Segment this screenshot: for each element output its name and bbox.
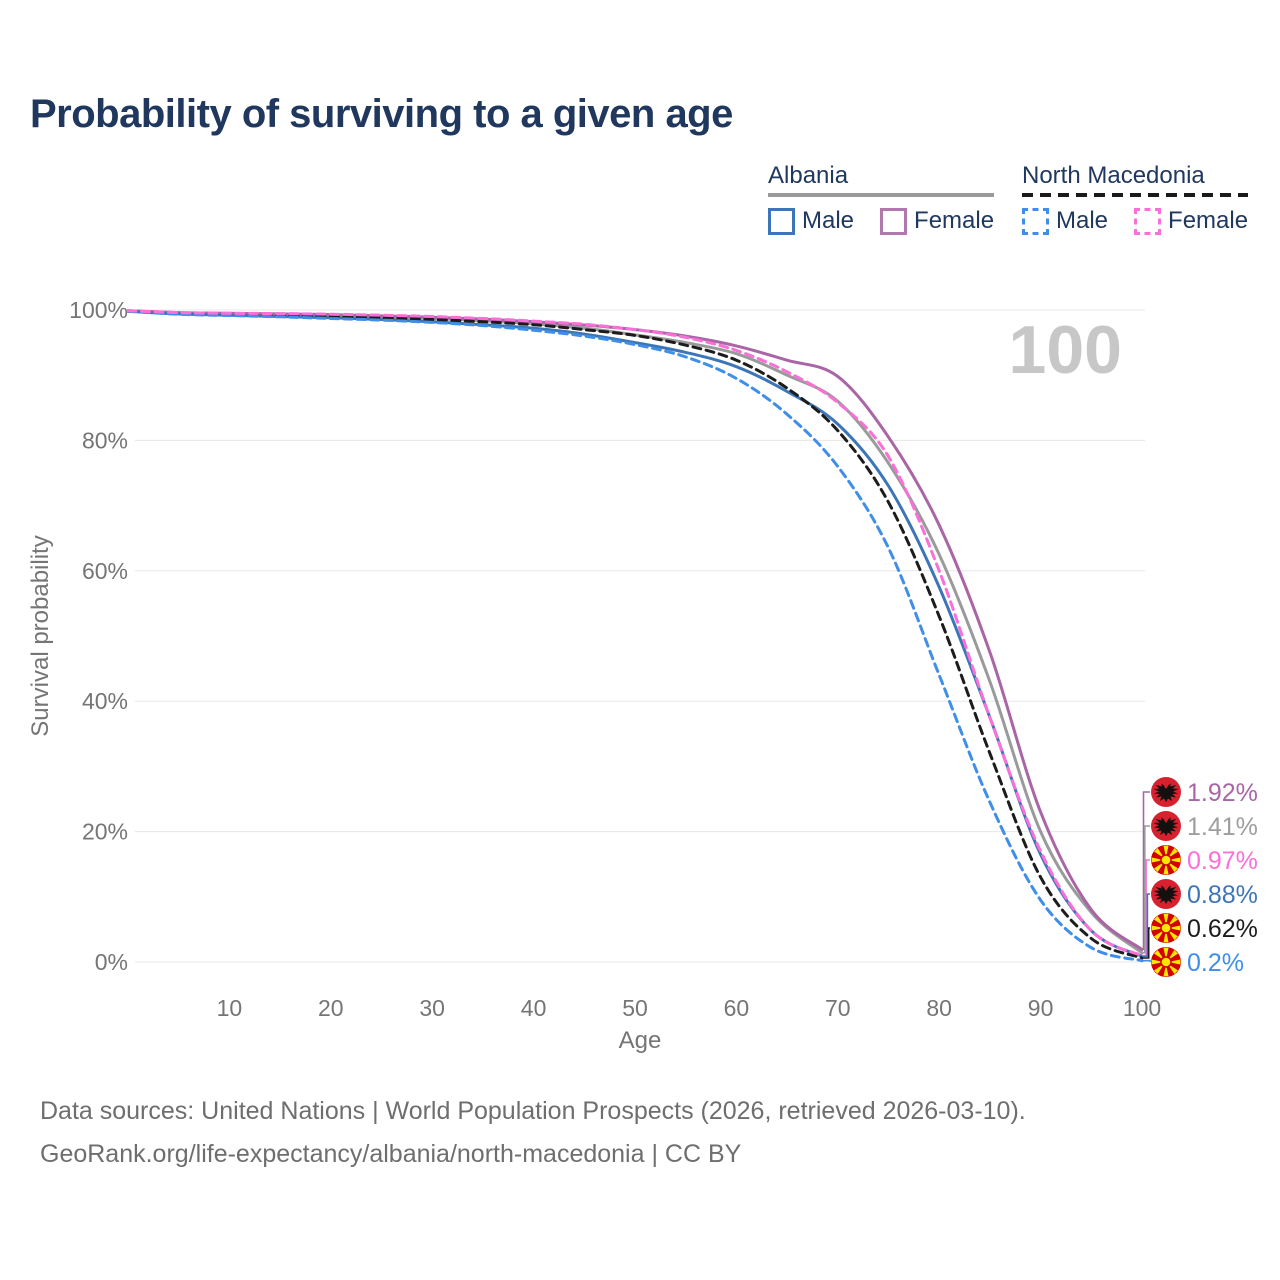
x-tick-label: 20 — [318, 995, 344, 1021]
legend-item-north-macedonia-male[interactable]: Male — [1022, 207, 1108, 235]
north-macedonia-male-swatch-icon — [1022, 207, 1049, 235]
sun-ray — [1163, 865, 1169, 875]
x-tick-label: 30 — [419, 995, 445, 1021]
sun-ray — [1151, 959, 1161, 965]
survival-curve-north-macedonia-female — [126, 309, 1144, 958]
legend-linestyle-north-macedonia — [1022, 193, 1249, 197]
legend-group-albania: Albania Male Female — [768, 162, 995, 235]
albania-flag-icon — [1151, 777, 1181, 807]
footer-data-sources: Data sources: United Nations | World Pop… — [40, 1097, 1026, 1125]
gridlines: 100% 80% 60% 40% 20% 0% 10 20 30 40 50 60 70 80 90 100 — [69, 297, 1161, 1021]
sun-ray — [1163, 913, 1169, 923]
sun-ray — [1154, 863, 1163, 872]
sun-ray — [1171, 925, 1181, 931]
footer: Data sources: United Nations | World Pop… — [40, 1090, 1026, 1176]
sun-ray — [1151, 857, 1161, 863]
survival-curves — [126, 309, 1144, 963]
sun-ray — [1154, 916, 1163, 925]
x-tick-label: 70 — [825, 995, 851, 1021]
north-macedonia-flag-icon — [1151, 845, 1181, 875]
end-connector-north-macedonia-both — [1142, 927, 1150, 959]
end-value-label-north-macedonia-female: 0.97% — [1187, 847, 1258, 875]
albanian-eagle — [1153, 817, 1179, 836]
sun-ray — [1169, 848, 1178, 857]
legend-linestyle-albania — [768, 193, 995, 197]
north-macedonia-female-swatch-icon — [1134, 207, 1162, 235]
x-tick-label: 60 — [724, 995, 750, 1021]
north-macedonia-flag-icon — [1151, 913, 1181, 943]
y-axis-title: Survival probability — [27, 535, 54, 736]
age-indicator-watermark: 100 — [1009, 312, 1122, 388]
end-connector-albania-female — [1142, 791, 1150, 951]
end-value-label-albania-male: 0.88% — [1187, 881, 1258, 909]
x-tick-label: 90 — [1028, 995, 1054, 1021]
sun-ray — [1163, 933, 1169, 943]
sun-ray — [1169, 863, 1178, 872]
sun-center — [1161, 923, 1171, 933]
sun-ray — [1154, 950, 1163, 959]
albania-female-swatch-icon — [880, 207, 908, 235]
y-tick-label: 20% — [82, 819, 128, 845]
legend-label-north-macedonia-male: Male — [1056, 207, 1109, 234]
legend-group-north-macedonia: North Macedonia Male Female — [1022, 162, 1249, 235]
north-macedonia-flag-icon — [1151, 947, 1181, 977]
legend-label-albania-male: Male — [802, 207, 855, 234]
legend-label-albania-female: Female — [914, 207, 995, 234]
sun-ray — [1163, 947, 1169, 957]
x-tick-label: 40 — [521, 995, 547, 1021]
sun-ray — [1154, 848, 1163, 857]
sun-ray — [1171, 857, 1181, 863]
page-title: Probability of surviving to a given age — [30, 92, 733, 136]
survival-curve-albania-both — [126, 309, 1144, 955]
end-value-label-albania-both: 1.41% — [1187, 813, 1258, 841]
sun-center — [1161, 957, 1171, 967]
y-tick-label: 80% — [82, 427, 128, 453]
sun-ray — [1171, 959, 1181, 965]
end-connector-albania-both — [1142, 825, 1150, 954]
x-axis-title: Age — [619, 1027, 662, 1054]
end-value-label-north-macedonia-both: 0.62% — [1187, 915, 1258, 943]
legend-title-north-macedonia[interactable]: North Macedonia — [1022, 162, 1205, 189]
legend-item-north-macedonia-female[interactable]: Female — [1134, 207, 1248, 235]
y-tick-label: 100% — [69, 297, 128, 323]
survival-curve-albania-male — [126, 309, 1144, 958]
sun-ray — [1169, 950, 1178, 959]
x-tick-label: 100 — [1123, 995, 1161, 1021]
legend-title-albania[interactable]: Albania — [768, 162, 849, 189]
end-value-label-albania-female: 1.92% — [1187, 779, 1258, 807]
albania-male-swatch-icon — [768, 207, 795, 235]
survival-curve-north-macedonia-male — [126, 309, 1144, 963]
sun-ray — [1169, 931, 1178, 940]
sun-ray — [1154, 965, 1163, 974]
sun-ray — [1154, 931, 1163, 940]
y-tick-label: 60% — [82, 558, 128, 584]
x-tick-label: 10 — [217, 995, 243, 1021]
x-tick-label: 80 — [926, 995, 952, 1021]
end-connector-albania-male — [1142, 893, 1150, 958]
legend-label-north-macedonia-female: Female — [1168, 207, 1249, 234]
legend-item-albania-male[interactable]: Male — [768, 207, 854, 235]
sun-ray — [1151, 925, 1161, 931]
legend-item-albania-female[interactable]: Female — [880, 207, 994, 235]
albanian-eagle — [1153, 885, 1179, 904]
albania-flag-icon — [1151, 879, 1181, 909]
end-value-annotations: 1.92% 1.41% 0.97% 0.88% 0.62% 0.2% — [1142, 777, 1258, 977]
albanian-eagle — [1153, 783, 1179, 802]
survival-curve-north-macedonia-both — [126, 309, 1144, 960]
sun-ray — [1163, 967, 1169, 977]
end-connector-north-macedonia-male — [1142, 959, 1151, 962]
sun-center — [1161, 855, 1171, 865]
y-tick-label: 40% — [82, 688, 128, 714]
footer-attribution: GeoRank.org/life-expectancy/albania/nort… — [40, 1140, 742, 1168]
x-tick-label: 50 — [622, 995, 648, 1021]
sun-ray — [1169, 965, 1178, 974]
end-value-label-north-macedonia-male: 0.2% — [1187, 949, 1244, 977]
y-tick-label: 0% — [95, 949, 128, 975]
sun-ray — [1169, 916, 1178, 925]
sun-ray — [1163, 845, 1169, 855]
albania-flag-icon — [1151, 811, 1181, 841]
survival-curve-albania-female — [126, 309, 1144, 951]
